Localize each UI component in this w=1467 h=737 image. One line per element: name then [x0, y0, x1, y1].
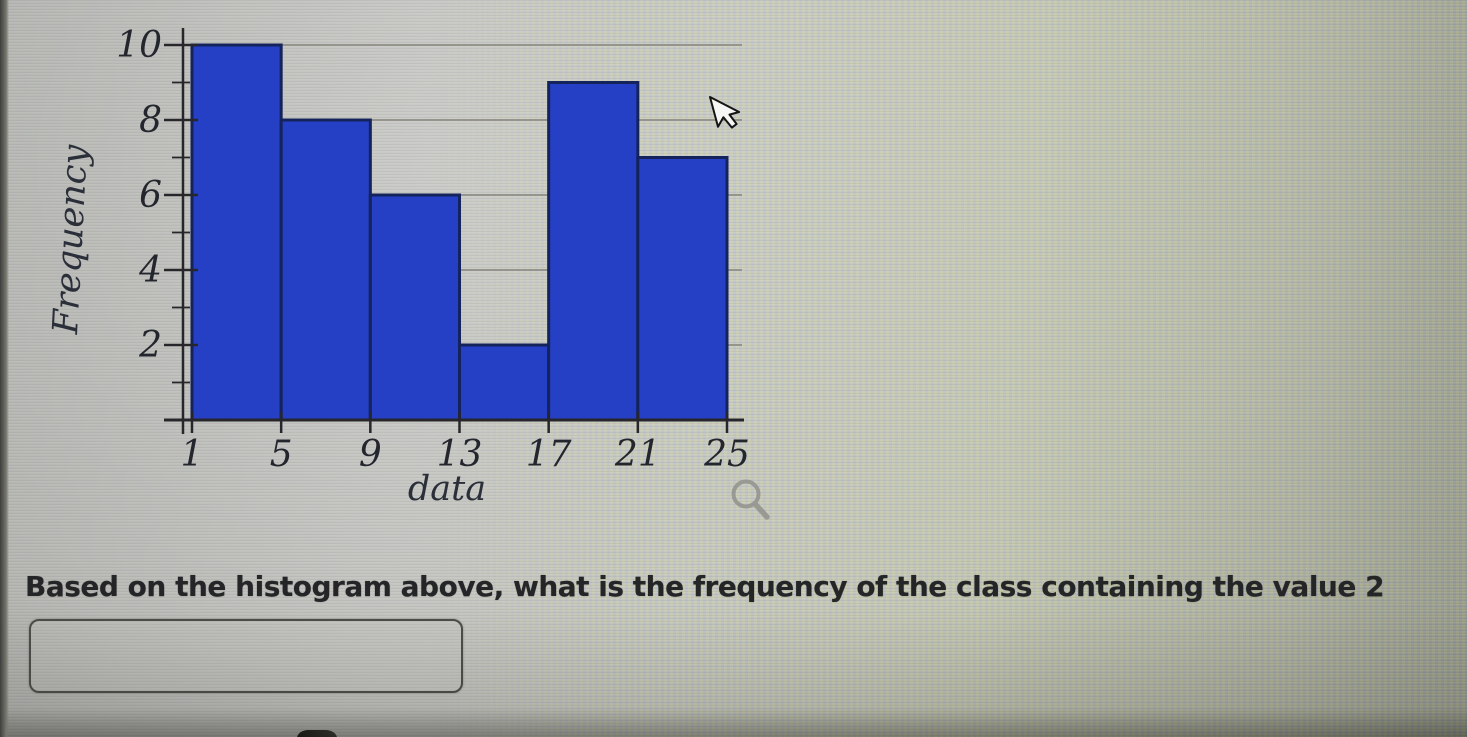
- y-tick-label: 8: [139, 100, 162, 141]
- question-text: Based on the histogram above, what is th…: [25, 570, 1385, 603]
- bar-17-21: [547, 81, 640, 422]
- y-tick-label: 2: [138, 325, 162, 366]
- y-tick-label: 6: [139, 175, 162, 216]
- bar-21-25: [636, 156, 729, 422]
- histogram-chart: 2 4 6 8 10 1 5 9 13 17 21 25 Frequency data: [46, 25, 750, 509]
- x-tick-label: 25: [703, 434, 750, 475]
- bar-9-13: [368, 193, 462, 422]
- x-tick-label: 1: [181, 434, 204, 475]
- y-axis-title: Frequency: [46, 143, 96, 336]
- cropped-element-fragment: [297, 730, 337, 737]
- x-axis-title: data: [408, 469, 486, 509]
- mouse-cursor-icon: [709, 96, 741, 129]
- y-tick-label: 10: [116, 25, 162, 66]
- x-tick-label: 9: [359, 434, 382, 475]
- screen-left-edge: [0, 0, 9, 737]
- bar-13-17: [458, 343, 551, 422]
- magnifier-icon[interactable]: [728, 476, 774, 522]
- x-tick-label: 5: [270, 434, 293, 475]
- answer-input[interactable]: [29, 619, 463, 693]
- y-tick-label: 4: [138, 250, 162, 291]
- x-tick-label: 21: [614, 434, 661, 475]
- x-tick-label: 13: [437, 434, 483, 475]
- x-tick-label: 17: [526, 434, 572, 475]
- bar-1-5: [190, 43, 283, 422]
- bar-5-9: [279, 118, 372, 422]
